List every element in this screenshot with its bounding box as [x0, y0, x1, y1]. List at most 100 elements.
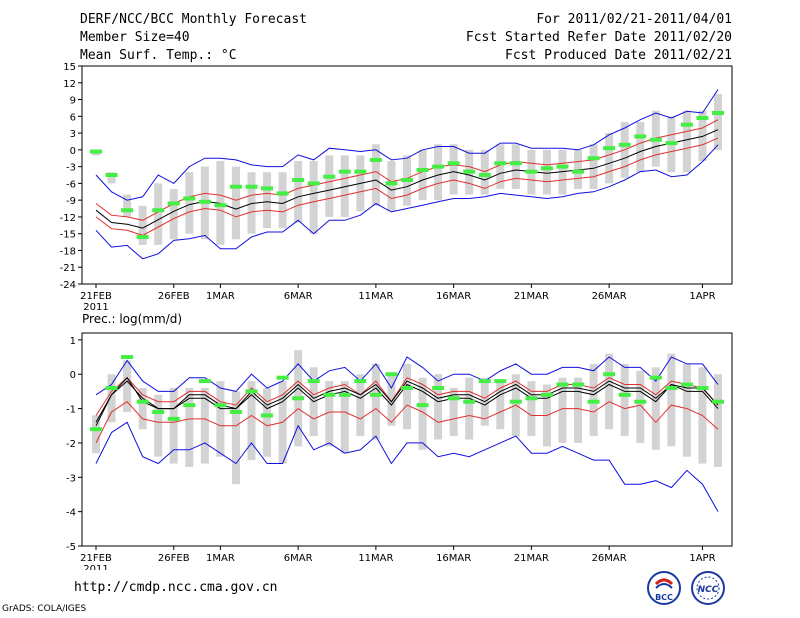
observation-marker — [90, 427, 102, 432]
member-range-bar — [480, 149, 489, 195]
member-range-bar — [418, 377, 427, 450]
member-range-bar — [154, 394, 163, 457]
x-tick-label: 26MAR — [592, 553, 627, 564]
x-tick-label: 1MAR — [206, 553, 235, 564]
observation-marker — [447, 161, 460, 166]
plot-frame — [81, 65, 733, 285]
observation-marker — [432, 385, 445, 390]
member-range-bar — [340, 155, 349, 217]
observation-marker — [261, 413, 274, 418]
observation-marker — [540, 166, 553, 171]
svg-text:BCC: BCC — [655, 593, 673, 602]
observation-marker — [416, 167, 429, 172]
observation-marker — [587, 399, 600, 404]
observation-marker — [152, 410, 165, 415]
member-range-bar — [387, 374, 396, 426]
member-range-bar — [92, 415, 100, 454]
observation-marker — [214, 403, 227, 408]
observation-marker — [354, 169, 367, 174]
observation-marker — [245, 389, 258, 394]
observation-marker — [463, 169, 476, 174]
y-tick-label: 0 — [70, 146, 76, 157]
observation-marker — [229, 410, 242, 415]
member-range-bar — [107, 172, 116, 184]
y-tick-label: -3 — [66, 473, 76, 484]
series-line — [95, 421, 719, 512]
svg-text:NCC: NCC — [698, 585, 719, 595]
member-range-bar — [231, 391, 240, 485]
member-range-bar — [294, 161, 303, 223]
observation-marker — [478, 173, 491, 177]
observation-marker — [572, 169, 585, 174]
observation-marker — [494, 161, 507, 166]
observation-marker — [665, 385, 678, 390]
member-range-bar — [263, 387, 272, 457]
y-tick-label: 3 — [70, 129, 76, 140]
x-tick-label: 21FEB — [80, 553, 112, 564]
observation-marker — [401, 385, 413, 390]
member-range-bar — [449, 387, 458, 437]
x-tick-label: 26MAR — [592, 291, 627, 302]
x-tick-label: 21MAR — [514, 291, 549, 302]
x-tick-label: 11MAR — [358, 291, 393, 302]
x-tick-label: 26FEB — [158, 291, 190, 302]
observation-marker — [307, 379, 320, 384]
observation-marker — [525, 169, 538, 174]
observation-marker — [369, 157, 382, 162]
observation-marker — [276, 191, 289, 196]
y-tick-label: 12 — [63, 79, 76, 90]
precip-label: Prec.: log(mm/d) — [82, 312, 182, 326]
member-range-bar — [247, 381, 256, 461]
y-tick-label: 6 — [70, 112, 76, 123]
member-range-bar — [434, 374, 443, 440]
x-tick-label: 26FEB — [158, 553, 190, 564]
member-range-bar — [511, 144, 520, 189]
member-range-bar — [527, 381, 536, 437]
x-tick-label: 1APR — [689, 291, 715, 302]
observation-marker — [618, 142, 631, 147]
member-range-bar — [403, 363, 411, 430]
bcc-logo: BCC — [647, 571, 681, 605]
member-range-bar — [123, 360, 132, 413]
y-tick-label: -15 — [60, 230, 76, 241]
observation-marker — [587, 156, 600, 161]
observation-marker — [198, 379, 211, 384]
observation-marker — [634, 134, 647, 139]
series-line — [95, 376, 719, 423]
observation-marker — [572, 382, 585, 387]
series-line — [95, 377, 719, 416]
member-range-bar — [107, 374, 116, 423]
member-range-bar — [138, 387, 147, 430]
observation-marker — [696, 385, 709, 390]
member-range-bar — [216, 161, 225, 245]
observation-marker — [183, 196, 196, 201]
series-line — [95, 356, 719, 396]
observation-marker — [525, 396, 538, 401]
member-range-bar — [651, 367, 660, 450]
y-tick-label: 0 — [70, 370, 76, 381]
observation-marker — [152, 208, 165, 213]
member-size: Member Size=40 — [80, 30, 190, 45]
member-range-bar — [185, 387, 194, 467]
member-range-bar — [449, 144, 458, 195]
member-range-bar — [496, 144, 505, 189]
source-url[interactable]: http://cmdp.ncc.cma.gov.cn — [74, 580, 278, 595]
x-tick-label: 16MAR — [436, 553, 471, 564]
start-date: Fcst Started Refer Date 2011/02/20 — [465, 30, 732, 45]
observation-marker — [463, 399, 476, 404]
member-range-bar — [138, 205, 147, 245]
member-range-bar — [714, 93, 722, 150]
observation-marker — [121, 355, 134, 360]
series-line — [95, 137, 719, 236]
x-tick-label: 6MAR — [284, 291, 313, 302]
observation-marker — [338, 392, 351, 397]
observation-marker — [494, 379, 507, 384]
y-tick-label: -1 — [66, 405, 76, 416]
observation-marker — [167, 201, 180, 206]
member-range-bar — [169, 188, 178, 240]
member-range-bar — [434, 144, 443, 201]
observation-marker — [229, 184, 242, 189]
member-range-bar — [200, 387, 209, 464]
member-range-bar — [216, 381, 225, 457]
